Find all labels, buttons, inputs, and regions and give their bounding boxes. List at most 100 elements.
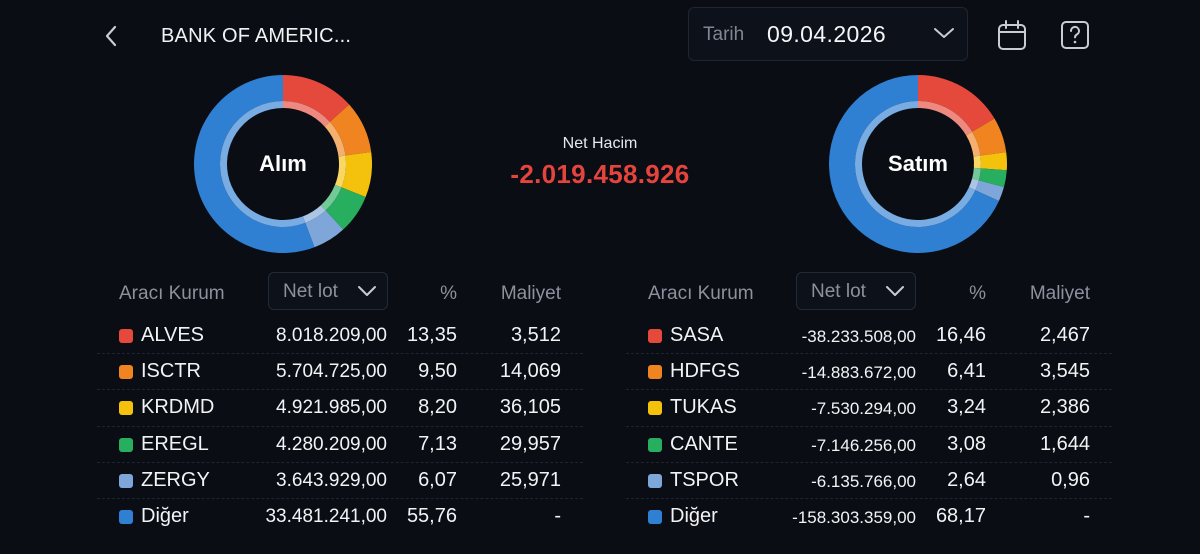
color-swatch	[119, 437, 133, 452]
table-row[interactable]: Diğer 33.481.241,00 55,76 -	[97, 499, 583, 534]
table-row[interactable]: SASA -38.233.508,00 16,46 2,467	[626, 318, 1112, 355]
net-volume: Net Hacim -2.019.458.926	[480, 135, 720, 190]
back-button[interactable]	[100, 22, 124, 50]
color-swatch	[648, 365, 662, 380]
sell-donut-chart: Satım	[829, 75, 1007, 253]
net-lot: 4.921.985,00	[276, 397, 387, 419]
cost: -	[1083, 504, 1090, 527]
color-swatch	[119, 473, 133, 488]
broker-name: Diğer	[670, 504, 718, 527]
buy-table-body: ALVES 8.018.209,00 13,35 3,512 ISCTR 5.704.72…	[97, 318, 583, 534]
percent: 7,13	[418, 432, 457, 455]
broker-name: CANTE	[670, 432, 738, 455]
column-percent: %	[440, 283, 457, 304]
broker-name: Diğer	[141, 504, 189, 527]
net-lot: -14.883.672,00	[801, 363, 916, 383]
buy-donut-label: Alım	[259, 151, 307, 176]
percent: 9,50	[418, 360, 457, 383]
table-row[interactable]: ALVES 8.018.209,00 13,35 3,512	[97, 318, 583, 355]
percent: 6,41	[947, 360, 986, 383]
calendar-button[interactable]	[997, 19, 1027, 51]
table-row[interactable]: ISCTR 5.704.725,00 9,50 14,069	[97, 354, 583, 391]
percent: 55,76	[406, 504, 457, 527]
cost: 36,105	[499, 396, 561, 419]
net-lot: 8.018.209,00	[276, 325, 387, 346]
color-swatch	[119, 401, 133, 416]
table-row[interactable]: HDFGS -14.883.672,00 6,41 3,545	[626, 354, 1112, 391]
date-selector[interactable]: Tarih 09.04.2026	[688, 7, 968, 61]
table-row[interactable]: TSPOR -6.135.766,00 2,64 0,96	[626, 463, 1112, 499]
column-cost: Maliyet	[500, 283, 561, 304]
cost: 3,545	[1039, 360, 1090, 383]
cost: 0,96	[1051, 468, 1090, 491]
broker-name: KRDMD	[141, 396, 215, 419]
net-lot: -7.146.256,00	[811, 435, 916, 455]
column-broker: Aracı Kurum	[119, 283, 225, 304]
table-row[interactable]: EREGL 4.280.209,00 7,13 29,957	[97, 427, 583, 463]
netlot-dropdown[interactable]: Net lot	[796, 272, 916, 310]
net-lot: -7.530.294,00	[811, 399, 916, 419]
netlot-label: Net lot	[283, 281, 338, 302]
color-swatch	[119, 329, 133, 343]
net-lot: -158.303.359,00	[792, 507, 916, 527]
chevron-down-icon[interactable]	[933, 25, 955, 41]
date-label: Tarih	[703, 24, 745, 45]
table-row[interactable]: ZERGY 3.643.929,00 6,07 25,971	[97, 463, 583, 499]
percent: 8,20	[418, 396, 457, 419]
table-row[interactable]: CANTE -7.146.256,00 3,08 1,644	[626, 427, 1112, 463]
color-swatch	[119, 365, 133, 380]
cost: -	[554, 504, 561, 527]
cost: 29,957	[499, 432, 561, 455]
broker-name: HDFGS	[670, 360, 740, 383]
sell-donut-svg	[829, 75, 1007, 253]
color-swatch	[648, 437, 662, 452]
table-row[interactable]: Diğer -158.303.359,00 68,17 -	[626, 499, 1112, 534]
percent: 3,08	[947, 432, 986, 455]
broker-name: TSPOR	[670, 468, 739, 491]
broker-name: SASA	[670, 324, 724, 346]
net-lot: 33.481.241,00	[265, 505, 387, 527]
color-swatch	[648, 473, 662, 488]
percent: 68,17	[935, 504, 986, 527]
help-button[interactable]	[1060, 19, 1090, 51]
color-swatch	[648, 329, 662, 343]
sell-donut-label: Satım	[888, 151, 948, 176]
broker-name: ZERGY	[141, 468, 210, 491]
chevron-down-icon	[886, 286, 904, 296]
calendar-icon	[998, 20, 1026, 50]
buy-donut-svg	[194, 75, 372, 253]
buy-table: Aracı Kurum Net lot % Maliyet ALVES 8.018…	[97, 270, 583, 534]
column-broker: Aracı Kurum	[648, 283, 754, 304]
sell-table-header: Aracı Kurum Net lot % Maliyet	[626, 270, 1112, 318]
column-cost: Maliyet	[1029, 283, 1090, 304]
color-swatch	[648, 509, 662, 524]
cost: 3,512	[510, 324, 561, 346]
percent: 6,07	[418, 468, 457, 491]
question-icon	[1061, 21, 1089, 49]
percent: 16,46	[935, 324, 986, 346]
cost: 2,467	[1039, 324, 1090, 346]
broker-name: ALVES	[141, 324, 204, 346]
netlot-dropdown[interactable]: Net lot	[268, 272, 388, 310]
sell-table-body: SASA -38.233.508,00 16,46 2,467 HDFGS -14.883…	[626, 318, 1112, 534]
broker-name: TUKAS	[670, 396, 737, 419]
net-lot: -6.135.766,00	[811, 471, 916, 491]
color-swatch	[648, 401, 662, 416]
net-lot: 3.643.929,00	[276, 469, 387, 491]
chevron-down-icon	[358, 286, 376, 296]
page-title: BANK OF AMERIC...	[161, 25, 352, 47]
buy-donut-chart: Alım	[194, 75, 372, 253]
net-lot: -38.233.508,00	[801, 327, 916, 346]
percent: 3,24	[947, 396, 986, 419]
cost: 14,069	[499, 360, 561, 383]
buy-table-header: Aracı Kurum Net lot % Maliyet	[97, 270, 583, 318]
netlot-label: Net lot	[811, 281, 866, 302]
color-swatch	[119, 509, 133, 524]
table-row[interactable]: KRDMD 4.921.985,00 8,20 36,105	[97, 390, 583, 427]
broker-name: EREGL	[141, 432, 209, 455]
sell-table: Aracı Kurum Net lot % Maliyet SASA -38.23…	[626, 270, 1112, 534]
percent: 2,64	[947, 468, 986, 491]
broker-name: ISCTR	[141, 360, 201, 383]
table-row[interactable]: TUKAS -7.530.294,00 3,24 2,386	[626, 390, 1112, 427]
cost: 2,386	[1039, 396, 1090, 419]
